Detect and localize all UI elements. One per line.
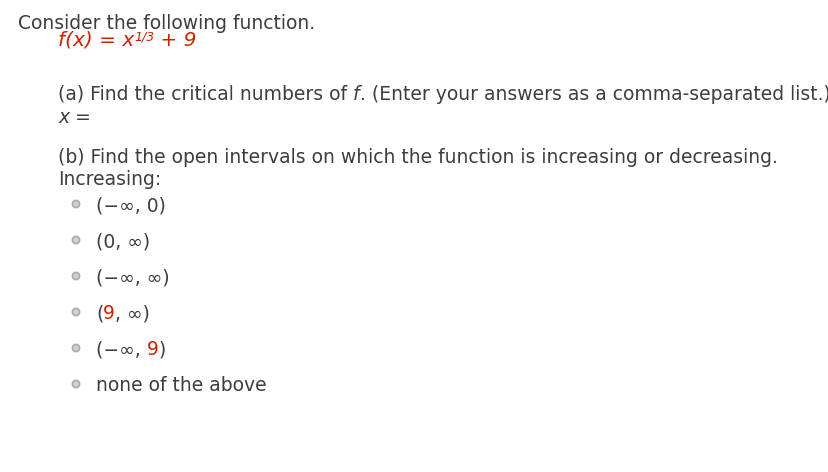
Text: Consider the following function.: Consider the following function. [18,14,315,33]
Text: 9: 9 [147,340,158,359]
Text: Increasing:: Increasing: [58,170,161,189]
Ellipse shape [72,272,79,279]
Text: 9: 9 [104,304,115,323]
Text: (−∞, ∞): (−∞, ∞) [96,268,170,287]
Text: none of the above: none of the above [96,376,267,395]
Text: + 9: + 9 [154,31,196,50]
Text: , ∞): , ∞) [115,304,150,323]
Ellipse shape [72,236,79,244]
Text: (−∞, 0): (−∞, 0) [96,196,166,215]
Text: f(x) = x: f(x) = x [58,31,134,50]
Ellipse shape [72,201,79,208]
Ellipse shape [72,308,79,316]
Text: (0, ∞): (0, ∞) [96,232,150,251]
Text: (a) Find the critical numbers of: (a) Find the critical numbers of [58,85,353,104]
Text: (b) Find the open intervals on which the function is increasing or decreasing.: (b) Find the open intervals on which the… [58,148,777,167]
Ellipse shape [72,345,79,352]
Text: x =: x = [58,108,91,127]
Text: ): ) [158,340,166,359]
Text: . (Enter your answers as a comma-separated list.): . (Enter your answers as a comma-separat… [359,85,828,104]
Ellipse shape [72,380,79,388]
Text: f: f [353,85,359,104]
Text: (−∞,: (−∞, [96,340,147,359]
Text: (: ( [96,304,104,323]
Text: 1/3: 1/3 [134,30,154,43]
